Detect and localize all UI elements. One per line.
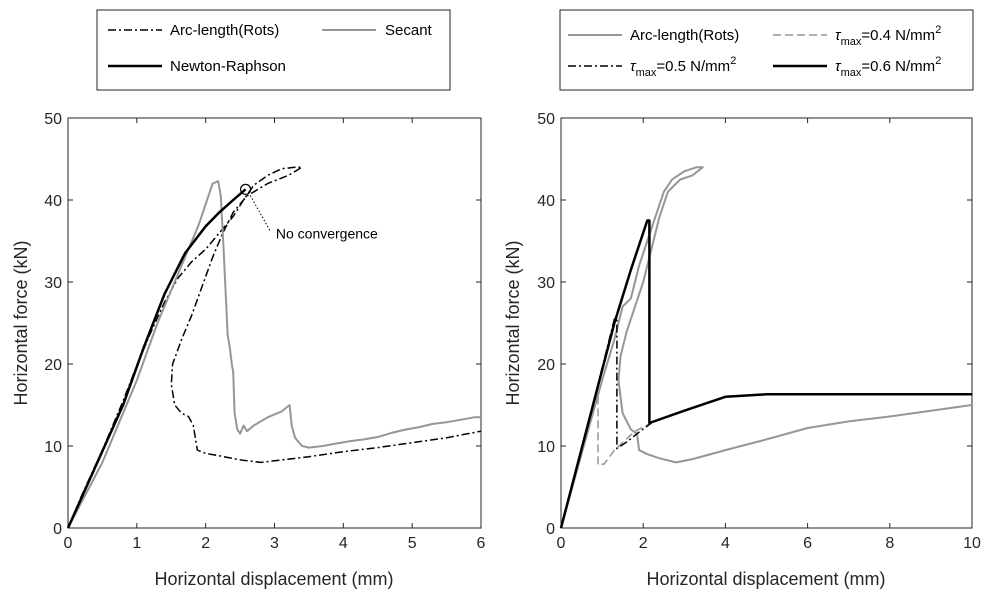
right-y-tick-label: 0 [546,521,555,538]
left-y-axis-label: Horizontal force (kN) [11,240,31,405]
right-y-tick-label: 50 [537,111,555,128]
legend-label-tau-04: τmax=0.4 N/mm2 [835,24,941,48]
left-series-line-1 [67,180,481,529]
legend-label-secant: Secant [385,22,433,39]
left-x-tick-label: 1 [132,535,141,552]
right-x-tick-label: 4 [721,535,730,552]
left-x-tick-label: 2 [201,535,210,552]
right-series-line-1 [560,391,652,529]
tau-04-value: =0.4 N/mm [861,27,935,44]
right-x-tick-label: 8 [885,535,894,552]
right-chart: Arc-length(Rots) τmax=0.4 N/mm2 τmax=0.5… [503,9,981,589]
tau-symbol: τ [630,58,637,75]
no-convergence-label: No convergence [276,226,378,242]
left-y-tick-label: 40 [44,193,62,210]
left-y-tick-label: 20 [44,357,62,374]
left-series-line-2 [66,188,247,529]
legend-label-arc-length: Arc-length(Rots) [170,22,279,39]
left-series-line-0 [67,166,482,529]
left-x-tick-label: 4 [339,535,348,552]
no-convergence-marker [239,183,252,195]
right-x-tick-label: 10 [963,535,981,552]
right-y-tick-label: 40 [537,193,555,210]
right-x-tick-label: 6 [803,535,812,552]
right-series [559,166,973,529]
left-x-tick-label: 3 [270,535,279,552]
tau-06-value: =0.6 N/mm [861,58,935,75]
tau-04-sup: 2 [935,24,941,36]
left-y-tick-label: 10 [44,439,62,456]
right-plot-area [560,117,973,529]
left-x-axis-label: Horizontal displacement (mm) [154,569,393,589]
right-y-tick-label: 10 [537,439,555,456]
left-x-tick-label: 6 [477,535,486,552]
right-ticks: 0 2 4 6 8 10 0 10 20 30 40 50 [537,111,981,552]
left-plot-area [67,117,482,529]
left-chart: Arc-length(Rots) Secant Newton-Raphson 0… [11,9,486,589]
right-series-line-0 [560,166,973,529]
legend-label-tau-05: τmax=0.5 N/mm2 [630,55,736,79]
tau-05-sup: 2 [730,55,736,67]
tau-05-value: =0.5 N/mm [656,58,730,75]
right-series-line-2 [560,318,652,529]
left-series [66,166,482,529]
right-y-axis-label: Horizontal force (kN) [503,240,523,405]
right-y-tick-label: 30 [537,275,555,292]
right-legend: Arc-length(Rots) τmax=0.4 N/mm2 τmax=0.5… [559,9,974,91]
left-x-tick-label: 0 [64,535,73,552]
legend-label-newton-raphson: Newton-Raphson [170,58,286,75]
legend-label-arc-length-right: Arc-length(Rots) [630,27,739,44]
right-x-tick-label: 2 [639,535,648,552]
left-y-tick-label: 50 [44,111,62,128]
legend-label-tau-06: τmax=0.6 N/mm2 [835,55,941,79]
right-x-tick-label: 0 [557,535,566,552]
left-x-tick-label: 5 [408,535,417,552]
right-x-axis-label: Horizontal displacement (mm) [646,569,885,589]
tau-symbol: τ [835,58,842,75]
left-ticks: 0 1 2 3 4 5 6 0 10 20 30 40 50 [44,111,485,552]
no-convergence-leader [248,192,271,231]
tau-sub: max [841,67,862,79]
left-legend: Arc-length(Rots) Secant Newton-Raphson [96,9,451,91]
right-y-tick-label: 20 [537,357,555,374]
tau-06-sup: 2 [935,55,941,67]
tau-sub: max [636,67,657,79]
tau-sub: max [841,36,862,48]
left-y-tick-label: 0 [53,521,62,538]
tau-symbol: τ [835,27,842,44]
left-y-tick-label: 30 [44,275,62,292]
right-series-line-3 [559,219,972,529]
